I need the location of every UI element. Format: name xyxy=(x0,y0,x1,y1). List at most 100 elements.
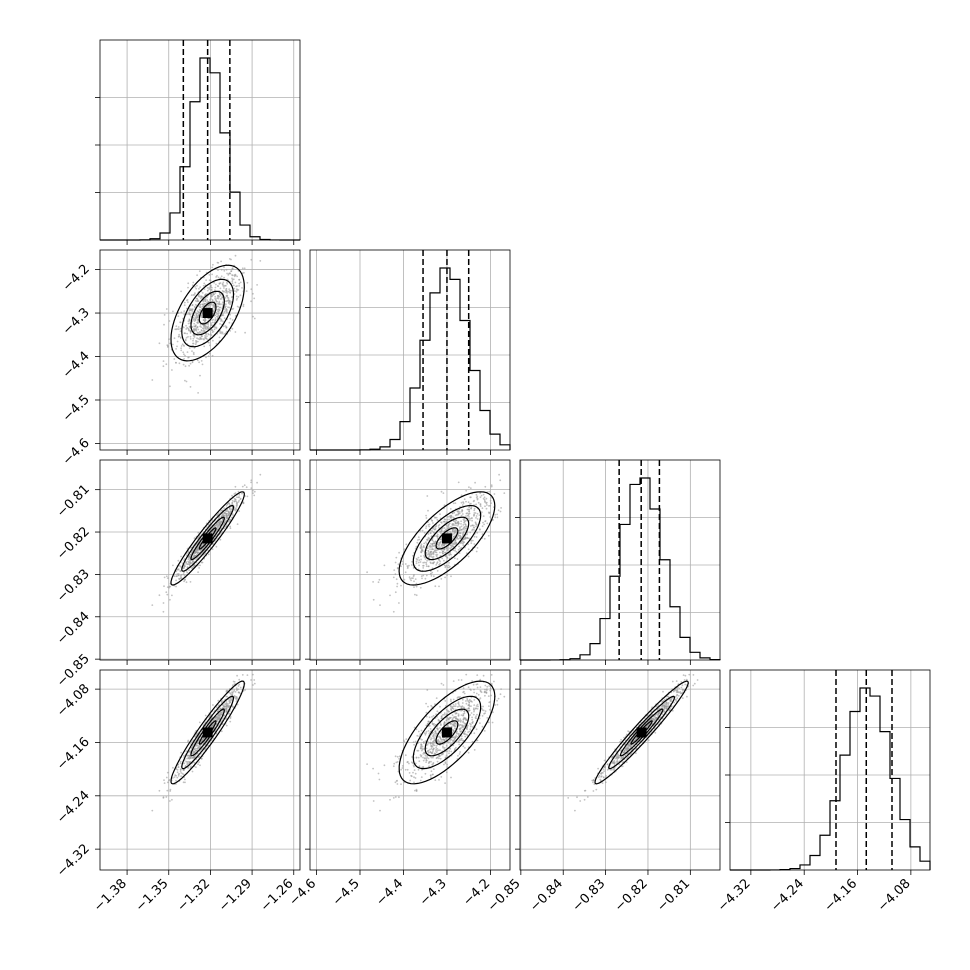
sample-point xyxy=(233,287,236,290)
scatter-panel-2-1 xyxy=(305,459,511,665)
sample-point xyxy=(418,559,421,562)
sample-point xyxy=(193,305,196,308)
sample-point xyxy=(201,329,203,332)
sample-point xyxy=(203,288,206,290)
sample-point xyxy=(223,290,226,293)
sample-point xyxy=(187,282,190,285)
sample-point xyxy=(226,281,228,284)
sample-point xyxy=(210,324,213,326)
sample-point xyxy=(186,563,189,566)
sample-point xyxy=(165,796,168,798)
sample-point xyxy=(434,585,437,588)
sample-point xyxy=(206,296,209,298)
sample-point xyxy=(171,798,173,801)
sample-point xyxy=(435,746,437,749)
sample-point xyxy=(227,511,230,513)
sample-point xyxy=(396,585,398,588)
sample-point xyxy=(413,743,415,746)
sample-point xyxy=(168,338,170,341)
sample-point xyxy=(447,525,449,528)
sample-point xyxy=(440,776,443,778)
sample-point xyxy=(460,514,463,517)
sample-point xyxy=(194,328,197,330)
sample-point xyxy=(433,739,436,742)
sample-point xyxy=(432,723,435,726)
sample-point xyxy=(222,283,224,286)
sample-point xyxy=(452,502,455,505)
sample-point xyxy=(195,314,198,317)
sample-point xyxy=(471,529,473,531)
sample-point xyxy=(205,328,208,331)
sample-point xyxy=(221,509,223,512)
sample-point xyxy=(490,485,493,488)
scatter-panel-3-1: −4.6 −4.5 −4.4 −4.3 −4.2 xyxy=(286,669,511,909)
sample-point xyxy=(467,704,470,707)
sample-point xyxy=(225,512,228,515)
sample-point xyxy=(439,757,442,760)
sample-point xyxy=(231,499,234,502)
sample-point xyxy=(205,326,207,329)
sample-point xyxy=(238,510,241,512)
sample-point xyxy=(476,498,479,501)
sample-point xyxy=(197,310,200,313)
sample-point xyxy=(483,712,485,715)
sample-point xyxy=(229,720,232,723)
sample-point xyxy=(597,767,599,770)
sample-point xyxy=(477,501,480,504)
sample-point xyxy=(488,705,490,707)
sample-point xyxy=(474,707,477,710)
x-tick-label: −1.32 xyxy=(174,876,213,915)
sample-point xyxy=(187,322,190,325)
sample-point xyxy=(451,714,454,716)
sample-point xyxy=(425,517,428,519)
sample-point xyxy=(475,525,477,528)
sample-point xyxy=(429,741,432,744)
sample-point xyxy=(479,722,481,724)
sample-point xyxy=(223,705,226,708)
sample-point xyxy=(222,314,225,317)
sample-point xyxy=(499,479,502,482)
sample-point xyxy=(458,728,461,731)
sample-point xyxy=(450,723,452,725)
sample-point xyxy=(253,682,256,685)
sample-point xyxy=(684,674,687,677)
sample-point xyxy=(211,329,214,332)
sample-point xyxy=(186,571,189,574)
sample-point xyxy=(431,773,434,776)
sample-point xyxy=(420,755,422,758)
sample-point xyxy=(461,724,464,727)
sample-point xyxy=(188,312,191,315)
sample-point xyxy=(441,557,444,560)
sample-point xyxy=(452,535,455,538)
sample-point xyxy=(432,744,435,747)
sample-point xyxy=(250,679,253,681)
sample-point xyxy=(444,761,447,764)
sample-point xyxy=(422,574,425,577)
sample-point xyxy=(466,728,468,731)
sample-point xyxy=(401,563,404,565)
sample-point xyxy=(458,753,461,755)
sample-point xyxy=(166,781,169,784)
sample-point xyxy=(470,700,472,702)
sample-point xyxy=(212,306,215,308)
sample-point xyxy=(458,696,461,699)
sample-point xyxy=(179,321,182,324)
sample-point xyxy=(189,330,192,333)
sample-point xyxy=(426,689,429,691)
sample-point xyxy=(417,536,420,539)
sample-point xyxy=(225,300,228,303)
sample-point xyxy=(194,318,197,321)
sample-point xyxy=(212,543,214,546)
sample-point xyxy=(219,287,222,290)
sample-point xyxy=(485,692,488,694)
sample-point xyxy=(449,547,452,550)
sample-point xyxy=(462,502,465,504)
sample-point xyxy=(481,507,484,510)
sample-point xyxy=(476,713,478,716)
sample-point xyxy=(433,737,435,740)
sample-point xyxy=(193,553,195,555)
sample-point xyxy=(221,332,224,335)
sample-point xyxy=(169,800,171,802)
sample-point xyxy=(476,547,479,549)
sample-point xyxy=(213,281,216,284)
